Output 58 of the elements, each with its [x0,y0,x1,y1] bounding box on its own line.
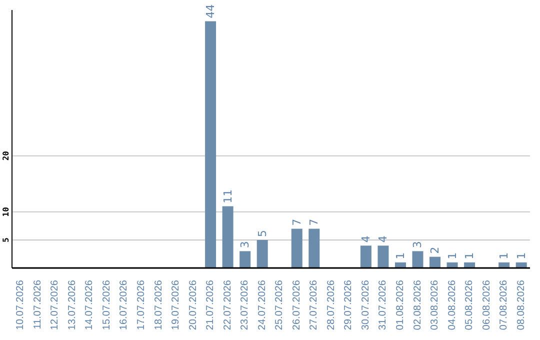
x-tick-label: 31.07.2026 [378,280,389,330]
data-label: 44 [204,4,218,18]
x-tick-label: 06.08.2026 [481,280,492,330]
bar [412,251,424,268]
x-tick-label: 02.08.2026 [412,280,424,330]
bar [222,206,234,268]
x-tick-label: 25.07.2026 [274,280,286,330]
data-label: 11 [221,189,234,204]
data-label: 1 [446,252,459,260]
x-tick-label: 01.08.2026 [395,280,406,330]
bar [240,251,251,268]
x-tick-label: 22.07.2026 [222,280,234,330]
x-tick-label: 21.07.2026 [205,280,216,330]
bar [378,246,389,268]
x-tick-label: 20.07.2026 [188,280,199,330]
x-tick-label: 07.08.2026 [498,280,510,330]
x-tick-label: 15.07.2026 [101,280,112,330]
x-tick-label: 28.07.2026 [326,280,337,330]
x-tick-label: 12.07.2026 [50,280,61,330]
bar [360,246,372,268]
data-label: 2 [428,246,442,254]
data-label: 1 [514,252,528,260]
x-tick-label: 17.07.2026 [136,280,147,330]
x-tick-label: 24.07.2026 [256,280,268,330]
data-label: 3 [411,241,424,248]
x-tick-label: 04.08.2026 [446,280,458,330]
bar [308,228,320,268]
x-tick-label: 23.07.2026 [240,280,251,330]
x-tick-label: 29.07.2026 [343,280,354,330]
x-tick-label: 27.07.2026 [308,280,320,330]
bar [205,21,216,268]
x-tick-label: 03.08.2026 [430,280,441,330]
x-tick-label: 08.08.2026 [516,280,527,330]
data-label: 7 [290,218,304,226]
x-tick-label: 13.07.2026 [66,280,78,330]
x-tick-label: 10.07.2026 [15,280,26,330]
x-tick-label: 19.07.2026 [170,280,182,330]
y-tick-label: 5 [2,237,10,242]
data-label: 3 [238,241,252,248]
x-tick-label: 16.07.2026 [118,280,130,330]
x-tick-label: 26.07.2026 [291,280,302,330]
y-tick-label: 10 [2,206,10,217]
data-label: 4 [359,236,372,243]
x-tick-label: 14.07.2026 [84,280,96,330]
data-label: 7 [308,218,321,226]
data-label: 1 [463,252,476,260]
data-label: 1 [498,252,511,260]
x-tick-label: 30.07.2026 [360,280,372,330]
y-tick-label: 20 [2,150,10,161]
bar [291,228,302,268]
x-tick-label: 18.07.2026 [153,280,164,330]
bar [256,240,268,268]
data-label: 5 [256,230,269,237]
data-label: 4 [376,236,390,243]
x-tick-label: 05.08.2026 [464,280,476,330]
data-label: 1 [394,252,407,260]
x-tick-label: 11.07.2026 [32,280,44,330]
bar [430,256,441,268]
